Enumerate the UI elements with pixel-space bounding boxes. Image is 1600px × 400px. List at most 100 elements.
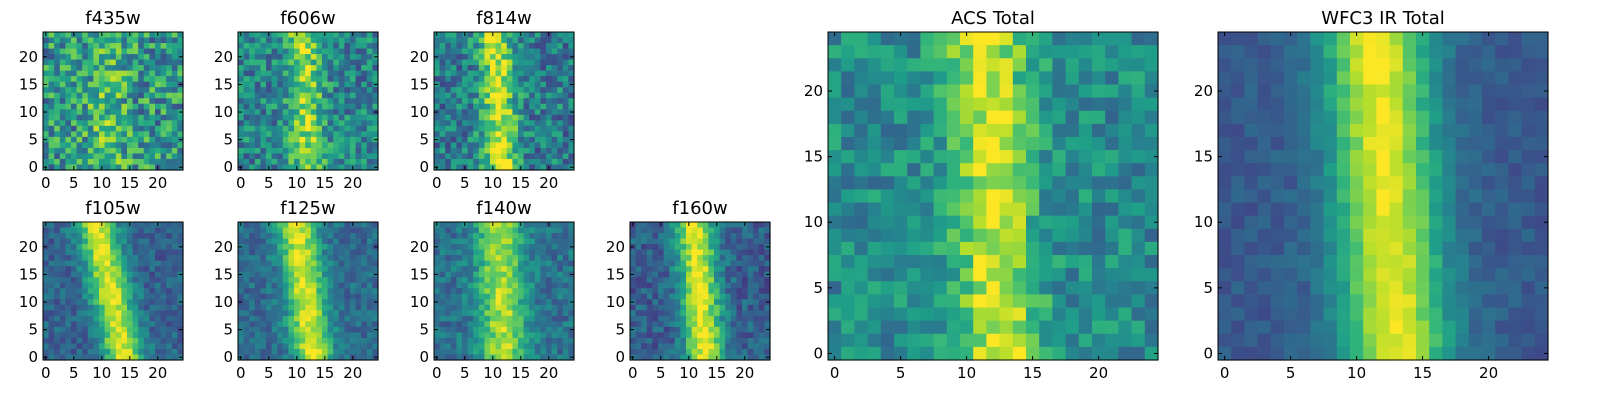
heatmap-cell <box>691 315 698 322</box>
heatmap-cell <box>76 92 83 99</box>
heatmap-cell <box>725 304 732 311</box>
heatmap-cell <box>506 348 513 356</box>
heatmap-cell <box>568 92 575 99</box>
panel-title: f140w <box>476 198 531 219</box>
heatmap-cell <box>310 310 317 317</box>
heatmap-cell <box>48 326 55 333</box>
heatmap-cell <box>473 332 480 339</box>
heatmap-cell <box>529 76 536 83</box>
heatmap-cell <box>456 222 463 229</box>
heatmap-cell <box>266 37 273 44</box>
heatmap-cell <box>238 158 245 166</box>
heatmap-cell <box>288 70 295 77</box>
heatmap-cell <box>277 227 284 234</box>
heatmap-cell <box>1105 176 1119 191</box>
heatmap-cell <box>299 147 306 155</box>
heatmap-cell <box>366 227 373 234</box>
heatmap-cell <box>271 244 278 251</box>
heatmap-cell <box>691 288 698 295</box>
heatmap-cell <box>562 54 569 61</box>
heatmap-cell <box>166 125 173 132</box>
heatmap-cell <box>999 228 1014 243</box>
heatmap-cell <box>669 233 676 240</box>
heatmap-cell <box>366 348 373 356</box>
heatmap-cell <box>512 326 519 333</box>
heatmap-cell <box>355 282 362 289</box>
heatmap-cell <box>87 131 94 138</box>
heatmap-cell <box>1118 202 1133 217</box>
heatmap-cell <box>355 271 362 278</box>
heatmap-cell <box>518 293 525 300</box>
heatmap-cell <box>518 98 525 105</box>
heatmap-cell <box>462 304 469 311</box>
heatmap-cell <box>166 222 173 229</box>
heatmap-cell <box>260 233 267 240</box>
heatmap-cell <box>149 282 156 289</box>
heatmap-cell <box>456 244 463 251</box>
heatmap-cell <box>350 332 357 339</box>
heatmap-cell <box>366 147 373 155</box>
heatmap-cell <box>138 92 145 99</box>
heatmap-cell <box>439 266 446 273</box>
heatmap-cell <box>730 255 737 262</box>
heatmap-cell <box>1026 189 1040 204</box>
heatmap-cell <box>546 299 553 306</box>
heatmap-cell <box>753 238 760 245</box>
heatmap-cell <box>484 348 491 356</box>
heatmap-cell <box>76 59 83 66</box>
heatmap-cell <box>719 326 726 333</box>
heatmap-cell <box>355 277 362 284</box>
heatmap-cell <box>439 158 446 166</box>
heatmap-cell <box>282 299 289 306</box>
heatmap-cell <box>299 76 306 83</box>
heatmap-cell <box>54 65 61 72</box>
heatmap-cell <box>76 249 83 256</box>
heatmap-cell <box>316 288 323 295</box>
heatmap-cell <box>551 147 558 155</box>
heatmap-cell <box>529 348 536 356</box>
heatmap-cell <box>93 54 100 61</box>
heatmap-cell <box>854 84 869 99</box>
heatmap-cell <box>132 120 139 127</box>
heatmap-cell <box>366 255 373 262</box>
heatmap-cell <box>48 266 55 273</box>
heatmap-cell <box>48 304 55 311</box>
heatmap-cell <box>557 304 564 311</box>
heatmap-cell <box>99 233 106 240</box>
heatmap-cell <box>1039 163 1053 177</box>
heatmap-cell <box>490 277 497 284</box>
heatmap-cell <box>506 260 513 267</box>
heatmap-cell <box>445 120 452 127</box>
heatmap-cell <box>758 233 765 240</box>
heatmap-cell <box>719 337 726 345</box>
heatmap-cell <box>758 222 765 229</box>
heatmap-cell <box>177 76 184 83</box>
heatmap-cell <box>540 164 547 171</box>
heatmap-cell <box>43 98 50 105</box>
heatmap-cell <box>725 244 732 251</box>
heatmap-cell <box>149 354 156 361</box>
heatmap-cell <box>652 260 659 267</box>
heatmap-cell <box>445 343 452 350</box>
heatmap-cell <box>104 222 111 229</box>
heatmap-cell <box>1012 71 1027 86</box>
heatmap-cell <box>48 98 55 105</box>
heatmap-cell <box>445 48 452 55</box>
heatmap-cell <box>104 98 111 105</box>
heatmap-cell <box>82 244 89 251</box>
heatmap-cell <box>946 136 961 151</box>
heatmap-cell <box>260 98 267 105</box>
heatmap-cell <box>127 37 134 44</box>
heatmap-cell <box>907 150 921 164</box>
heatmap-cell <box>149 81 156 88</box>
heatmap-cell <box>490 59 497 66</box>
heatmap-cell <box>54 277 61 284</box>
heatmap-cell <box>310 109 317 116</box>
heatmap-cell <box>166 299 173 306</box>
heatmap-cell <box>361 32 368 39</box>
heatmap-cell <box>305 266 312 273</box>
heatmap-cell <box>338 37 345 44</box>
heatmap-cell <box>973 71 987 86</box>
heatmap-cell <box>271 114 278 121</box>
heatmap-cell <box>986 189 1001 204</box>
